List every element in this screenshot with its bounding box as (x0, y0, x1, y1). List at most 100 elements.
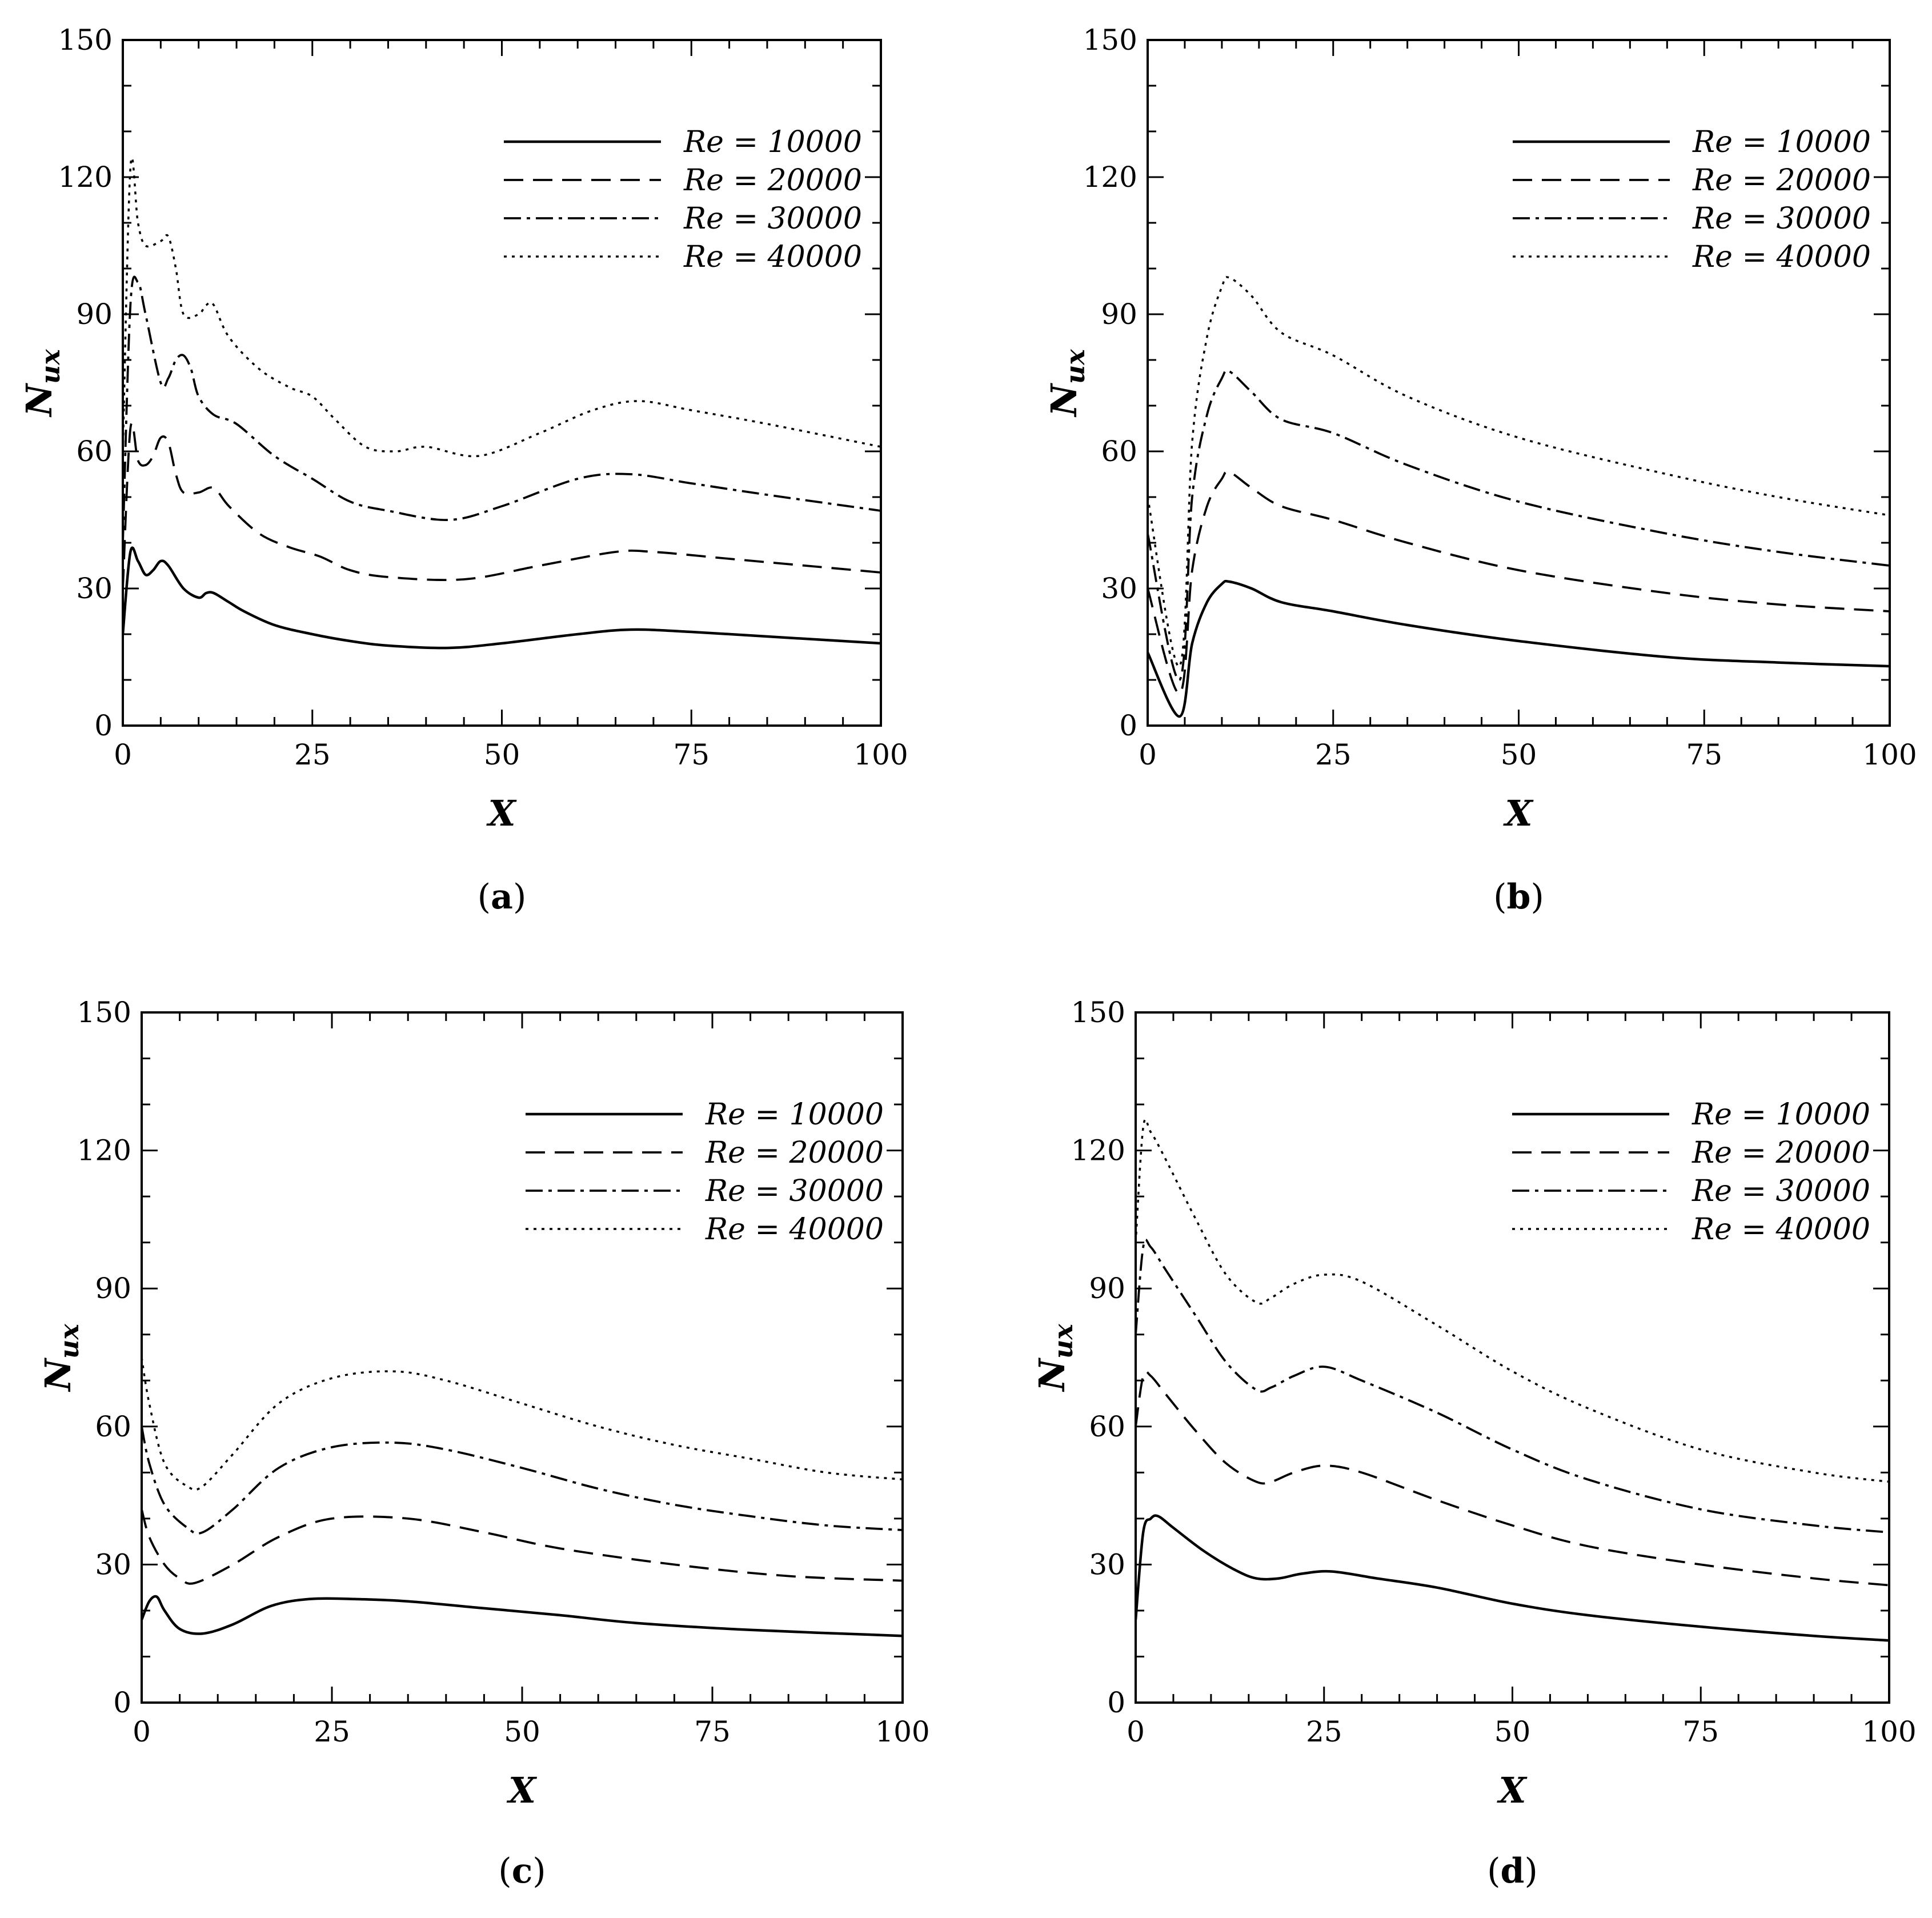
y-tick-label: 30 (76, 572, 113, 605)
y-tick-label: 90 (1101, 298, 1137, 331)
legend-label: Re = 40000 (1692, 240, 1871, 274)
series-line-re-40000 (1148, 276, 1890, 668)
x-tick-label: 75 (673, 738, 710, 771)
y-axis-title-subscript: ux (35, 349, 66, 384)
x-tick-label: 50 (1494, 1715, 1531, 1748)
x-tick-label: 50 (504, 1715, 540, 1748)
y-tick-label: 30 (1089, 1548, 1125, 1581)
series-line-re-20000 (123, 422, 881, 589)
y-axis-title: Nux (1043, 349, 1091, 418)
legend-label: Re = 30000 (705, 1174, 884, 1208)
panel-label: (b) (1493, 877, 1544, 917)
series-line-re-30000 (1148, 369, 1890, 681)
chart-panel-c: 0 25 50 75 100 0 30 60 90 120 150 X Nux Re = 10000 Re … (37, 996, 930, 1891)
chart-panel-d: 0 25 50 75 100 0 30 60 90 120 150 X Nux Re = 10000 Re … (1031, 996, 1917, 1891)
x-tick-label: 0 (1127, 1715, 1145, 1748)
legend-label: Re = 40000 (705, 1212, 884, 1247)
x-tick-label: 0 (1139, 738, 1157, 771)
x-tick-label: 75 (1682, 1715, 1719, 1748)
series-line-re-20000 (142, 1509, 903, 1585)
y-tick-label: 60 (1101, 435, 1137, 468)
legend-label: Re = 10000 (1692, 125, 1871, 159)
x-tick-label: 0 (114, 738, 132, 771)
x-tick-label: 75 (1686, 738, 1722, 771)
panel-label: (a) (478, 877, 527, 917)
x-tick-label: 25 (314, 1715, 350, 1748)
series-line-re-30000 (123, 275, 881, 543)
x-tick-label: 75 (694, 1715, 731, 1748)
series-line-re-20000 (1148, 470, 1890, 695)
x-axis-title: X (506, 1769, 538, 1811)
legend-label: Re = 10000 (683, 125, 862, 159)
y-axis-title: Nux (37, 1324, 85, 1392)
legend-label: Re = 20000 (1691, 1136, 1870, 1170)
y-tick-label: 150 (58, 23, 113, 57)
y-axis-title: Nux (1031, 1324, 1079, 1392)
chart-panel-b: 0 25 50 75 100 0 30 60 90 120 150 X Nux Re = 10000 Re … (1043, 23, 1917, 917)
y-axis-title-base: N (1031, 1358, 1073, 1392)
panel-label-letter: d (1501, 1851, 1525, 1891)
series-lines (123, 157, 881, 650)
series-line-re-40000 (142, 1357, 903, 1491)
legend-label: Re = 10000 (705, 1098, 884, 1132)
y-tick-label: 150 (1083, 23, 1137, 57)
x-tick-label: 100 (853, 738, 908, 771)
x-tick-label: 100 (1862, 1715, 1916, 1748)
legend-label: Re = 20000 (705, 1136, 884, 1170)
panel-label-close: ) (1524, 1851, 1537, 1891)
x-axis-title: X (1496, 1769, 1528, 1811)
y-tick-label: 0 (113, 1686, 131, 1719)
y-axis-title-subscript: ux (1048, 1324, 1079, 1359)
y-tick-label: 0 (1107, 1686, 1125, 1719)
series-line-re-10000 (142, 1595, 903, 1637)
y-tick-label: 60 (1089, 1410, 1125, 1443)
y-tick-label: 120 (58, 161, 113, 194)
panel-label-close: ) (1530, 877, 1544, 917)
series-line-re-20000 (1136, 1370, 1889, 1587)
y-axis-title: Nux (18, 349, 66, 418)
panel-label-letter: a (491, 877, 513, 917)
legend-label: Re = 30000 (1692, 202, 1871, 236)
panel-label-letter: b (1507, 877, 1531, 917)
legend-label: Re = 30000 (1691, 1174, 1870, 1208)
y-tick-label: 90 (1089, 1272, 1125, 1305)
plot-frame (1147, 39, 1891, 727)
y-axis-title-base: N (18, 383, 60, 418)
y-tick-label: 120 (1071, 1134, 1125, 1167)
y-tick-label: 0 (1119, 709, 1137, 742)
y-tick-label: 60 (76, 435, 113, 468)
x-tick-label: 100 (875, 1715, 929, 1748)
panel-label-open: ( (478, 877, 491, 917)
y-tick-label: 120 (77, 1134, 131, 1167)
series-line-re-10000 (123, 546, 881, 650)
chart-panel-a: 0 25 50 75 100 0 30 60 90 120 150 X Nux Re = 10000 Re … (18, 23, 908, 917)
y-axis-title-base: N (37, 1358, 79, 1392)
y-tick-label: 90 (95, 1272, 131, 1305)
legend-label: Re = 40000 (683, 240, 862, 274)
y-tick-label: 30 (1101, 572, 1137, 605)
x-tick-label: 50 (1501, 738, 1537, 771)
y-axis-title-subscript: ux (54, 1324, 85, 1359)
panel-label-close: ) (513, 877, 526, 917)
series-line-re-10000 (1148, 579, 1890, 718)
panel-label-open: ( (1487, 1851, 1500, 1891)
y-tick-label: 90 (76, 298, 113, 331)
x-tick-label: 25 (1315, 738, 1352, 771)
panel-label-open: ( (498, 1851, 511, 1891)
panel-label: (c) (498, 1851, 546, 1891)
y-axis-title-base: N (1043, 383, 1085, 418)
series-line-re-30000 (142, 1426, 903, 1535)
series-lines (1148, 276, 1890, 718)
series-line-re-10000 (1136, 1514, 1889, 1642)
legend-label: Re = 30000 (683, 202, 862, 236)
x-axis-title: X (1502, 792, 1534, 834)
legend-label: Re = 20000 (683, 163, 862, 198)
series-line-re-30000 (1136, 1238, 1889, 1533)
y-tick-label: 60 (95, 1410, 131, 1443)
x-tick-label: 25 (1306, 1715, 1342, 1748)
legend-label: Re = 10000 (1691, 1098, 1870, 1132)
y-tick-label: 150 (1071, 996, 1125, 1029)
plot-frame (1135, 1011, 1890, 1704)
x-tick-label: 100 (1862, 738, 1917, 771)
